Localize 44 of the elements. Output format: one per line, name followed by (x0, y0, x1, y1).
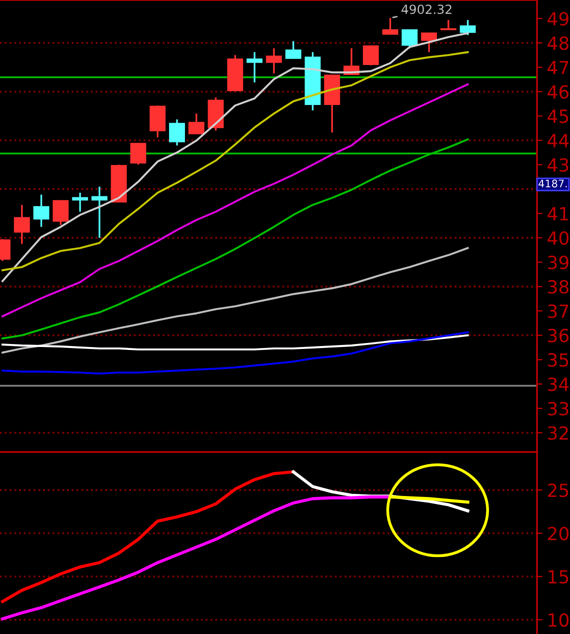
candlestick (91, 186, 108, 239)
y-tick-label: 38 (548, 280, 568, 294)
y-tick-label: 39 (548, 256, 568, 270)
y-tick-label: 49 (548, 12, 568, 26)
line-series (2, 247, 469, 354)
y-tick-label: 15 (548, 570, 568, 584)
y-tick-label: 45 (548, 110, 568, 124)
candlestick (266, 47, 282, 74)
y-tick-label: 34 (548, 377, 569, 392)
line-series (0, 470, 295, 604)
candlestick (246, 51, 263, 84)
candlestick (362, 45, 379, 66)
y-tick-label: 40 (548, 231, 568, 245)
y-tick-label: 44 (548, 134, 569, 148)
line-series (2, 83, 469, 318)
y-tick-label: 33 (548, 402, 568, 416)
candlestick (188, 112, 204, 134)
annotation: 4902.32 (402, 4, 452, 14)
y-tick-label: 46 (548, 85, 569, 99)
line-series (2, 331, 469, 375)
y-tick-label: 43 (548, 158, 568, 172)
y-tick-label: 48 (548, 36, 568, 50)
candlestick (33, 194, 50, 228)
candlestick (421, 32, 437, 53)
candlestick (130, 142, 146, 166)
y-tick-label: 37 (548, 304, 568, 318)
y-tick-label: 20 (548, 526, 568, 540)
y-tick-label: 41 (548, 207, 568, 220)
candlestick (285, 40, 302, 60)
candlestick (382, 17, 398, 35)
text: 4187. (538, 180, 567, 188)
y-tick-label: 25 (548, 484, 568, 498)
candlestick (14, 204, 30, 245)
y-tick-label: 35 (548, 353, 568, 367)
y-tick-label: 36 (548, 328, 569, 342)
candlestick (52, 200, 69, 226)
candlestick (72, 192, 88, 213)
line-series (0, 495, 392, 620)
candlestick (169, 118, 185, 146)
y-tick-label: 47 (548, 60, 568, 74)
candlestick (460, 19, 476, 36)
line-series (2, 334, 469, 350)
y-tick-label: 10 (548, 613, 568, 627)
y-tick-label: 32 (548, 426, 568, 440)
